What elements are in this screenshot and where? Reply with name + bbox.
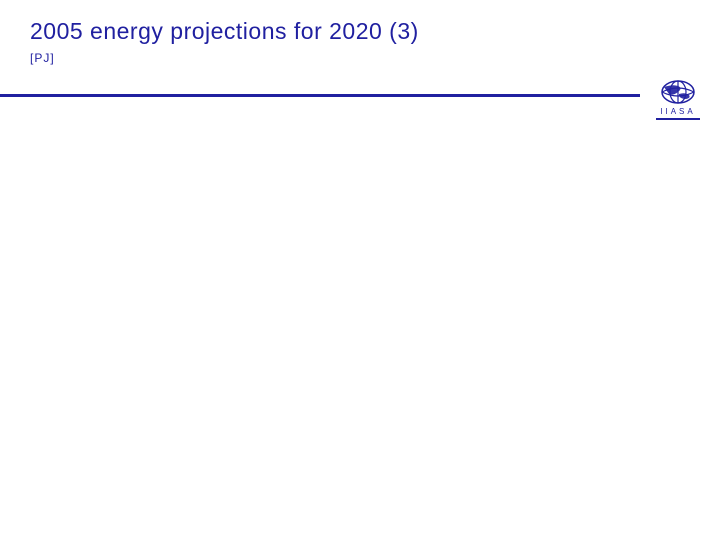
logo-text: IIASA [656, 107, 700, 116]
globe-icon [661, 80, 695, 104]
slide-title: 2005 energy projections for 2020 (3) [30, 18, 690, 45]
slide-subtitle: [PJ] [30, 51, 690, 65]
logo-underline [656, 118, 700, 120]
title-divider [0, 94, 640, 97]
slide-container: 2005 energy projections for 2020 (3) [PJ… [0, 0, 720, 540]
iiasa-logo: IIASA [656, 80, 700, 128]
